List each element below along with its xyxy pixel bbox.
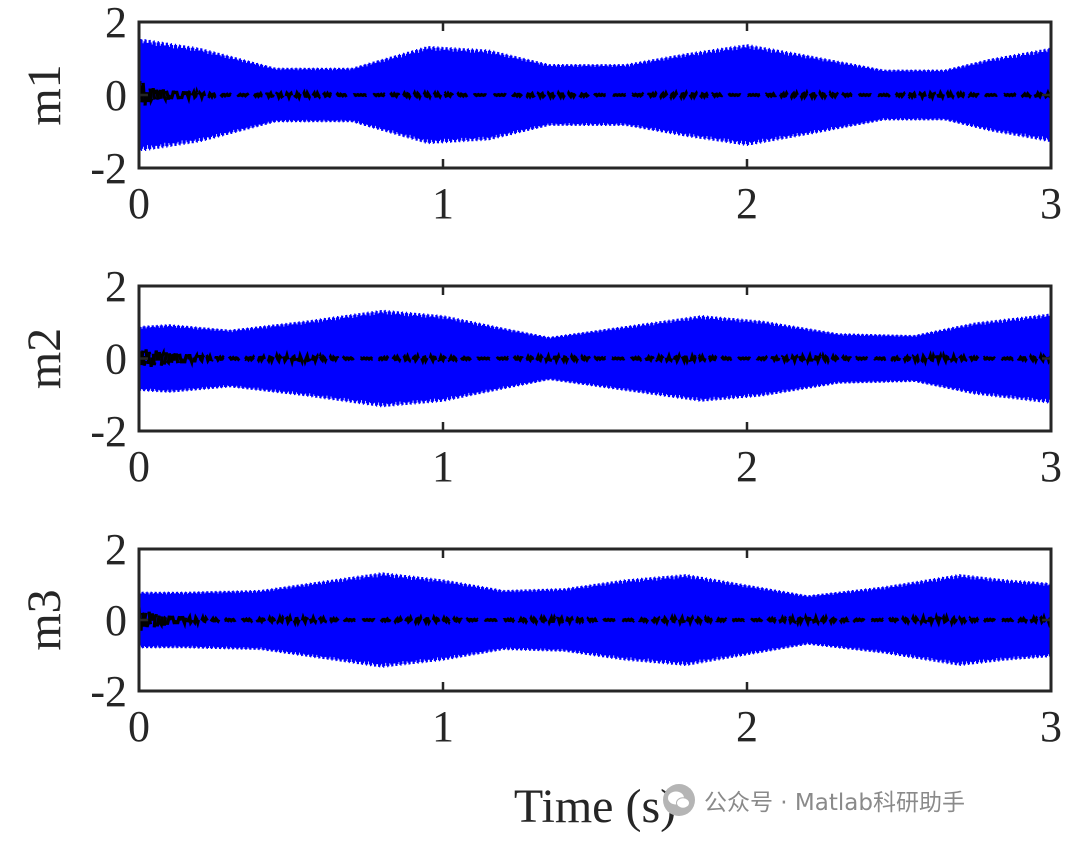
y-axis-label: m3 bbox=[18, 589, 71, 650]
x-tick-label: 2 bbox=[736, 442, 758, 491]
y-tick-label: -2 bbox=[90, 407, 127, 456]
x-tick-label: 0 bbox=[128, 702, 150, 751]
watermark: 公众号 · Matlab科研助手 bbox=[662, 783, 965, 817]
x-tick-label: 0 bbox=[128, 179, 150, 228]
subplot-m2: 0 1 2 320-2m2 bbox=[18, 262, 1062, 491]
y-axis-label: m1 bbox=[18, 64, 71, 125]
x-axis-label: Time (s) bbox=[514, 780, 676, 833]
y-tick-label: -2 bbox=[90, 667, 127, 716]
series-1-1-reference-line bbox=[139, 347, 1051, 369]
x-tick-label: 3 bbox=[1040, 442, 1062, 491]
y-tick-label: 0 bbox=[105, 71, 127, 120]
x-tick-label: 2 bbox=[736, 702, 758, 751]
y-tick-label: 2 bbox=[105, 262, 127, 311]
subplot-m3: 0 1 2 320-2m3 bbox=[18, 525, 1062, 751]
series-1-0-oscillation-line bbox=[139, 309, 1051, 408]
x-tick-label: 1 bbox=[432, 702, 454, 751]
series-2-0-oscillation-line bbox=[139, 572, 1051, 668]
x-tick-label: 3 bbox=[1040, 179, 1062, 228]
x-tick-label: 0 bbox=[128, 442, 150, 491]
series-0-0-oscillation-line bbox=[139, 39, 1051, 152]
plot-area bbox=[139, 39, 1051, 152]
x-tick-label: 1 bbox=[432, 179, 454, 228]
wechat-icon bbox=[663, 784, 695, 816]
series-2-1-reference-line bbox=[139, 607, 1051, 631]
y-tick-label: -2 bbox=[90, 144, 127, 193]
x-tick-label: 3 bbox=[1040, 702, 1062, 751]
watermark-text: 公众号 · Matlab科研助手 bbox=[704, 790, 965, 816]
plot-area bbox=[139, 309, 1051, 408]
y-axis-label: m2 bbox=[18, 328, 71, 389]
series-0-1-reference-line bbox=[139, 79, 1051, 110]
x-tick-label: 2 bbox=[736, 179, 758, 228]
x-tick-label: 1 bbox=[432, 442, 454, 491]
subplot-m1: 0 1 2 320-2m1 bbox=[18, 0, 1062, 228]
plot-area bbox=[139, 572, 1051, 668]
y-tick-label: 0 bbox=[105, 335, 127, 384]
y-tick-label: 2 bbox=[105, 525, 127, 574]
y-tick-label: 0 bbox=[105, 596, 127, 645]
y-tick-label: 2 bbox=[105, 0, 127, 47]
